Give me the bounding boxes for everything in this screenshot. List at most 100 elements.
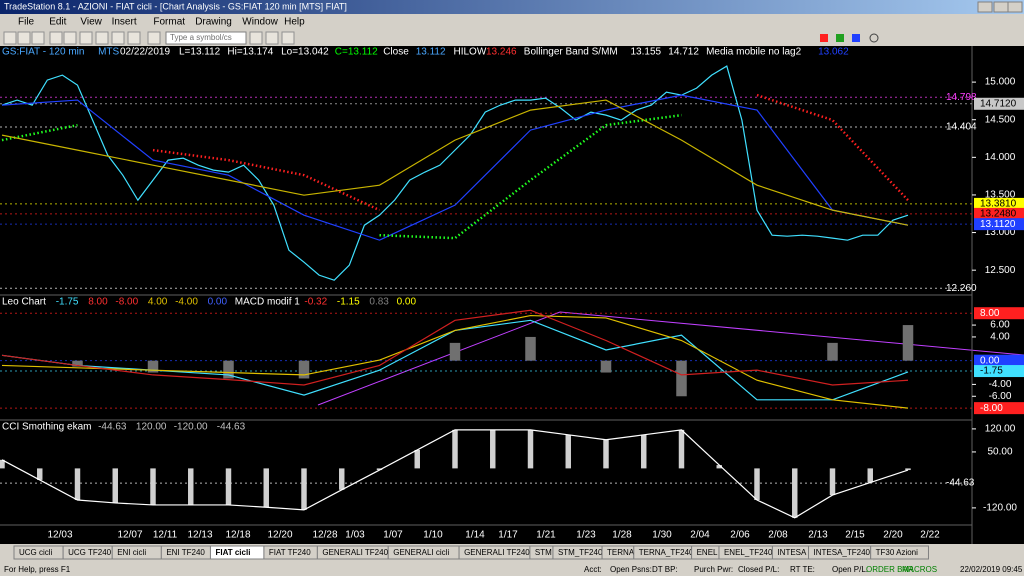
- indicator-label: 13.246: [486, 47, 517, 58]
- x-tick-label: 1/10: [423, 530, 443, 541]
- indicator-line: [1, 99, 909, 226]
- marker-label: 13.2480: [980, 209, 1017, 220]
- maximize-button[interactable]: [993, 1, 1009, 13]
- x-tick-label: 2/13: [808, 530, 828, 541]
- tool-button[interactable]: [3, 31, 17, 45]
- x-tick-label: 12/11: [153, 530, 178, 541]
- tab-label: UCG TF240: [68, 548, 112, 557]
- indicator-label: -44.63: [98, 422, 127, 433]
- menu-item[interactable]: Help: [284, 17, 305, 28]
- tool-button[interactable]: [869, 33, 879, 43]
- marker-label: 14.7120: [980, 98, 1017, 109]
- menu-bg: [0, 14, 1024, 30]
- marker-label: 0.00: [980, 355, 1000, 366]
- menu-bar: File Edit View Insert Format Drawing Window Hel…: [0, 14, 1024, 30]
- marker-bg: [974, 197, 1024, 210]
- tab-label: GENERALI cicli: [393, 548, 449, 557]
- histogram-bar: [414, 449, 420, 469]
- tool-button[interactable]: [95, 31, 109, 45]
- histogram-bar: [188, 468, 194, 505]
- tool-button[interactable]: [31, 31, 45, 45]
- marker-label: 12.260: [946, 283, 977, 294]
- tool-button[interactable]: [79, 31, 93, 45]
- tool-button[interactable]: [249, 31, 263, 45]
- y-tick-label: 4.00: [990, 332, 1010, 343]
- x-tick-label: 2/04: [690, 530, 710, 541]
- indicator-label: 4.00: [148, 297, 168, 308]
- menu-item[interactable]: Format: [153, 17, 185, 28]
- tool-button[interactable]: [147, 31, 161, 45]
- status-item: Closed P/L:: [738, 565, 779, 574]
- indicator-label: 0.83: [369, 297, 389, 308]
- tab-label: FIAT TF240: [269, 548, 311, 557]
- indicator-label: -1.15: [337, 297, 360, 308]
- tool-button[interactable]: [852, 34, 860, 42]
- close-button[interactable]: [1007, 1, 1023, 13]
- marker-bg: [974, 365, 1024, 378]
- histogram-bar: [74, 468, 81, 500]
- y-tick-label: -4.00: [989, 379, 1012, 390]
- histogram-bar: [376, 468, 383, 471]
- tool-button[interactable]: [265, 31, 279, 45]
- menu-item[interactable]: Window: [242, 17, 278, 28]
- tool-button[interactable]: [281, 31, 295, 45]
- indicator-line: [152, 93, 909, 212]
- indicator-label: Leo Chart: [2, 297, 46, 308]
- histogram-bar: [678, 429, 685, 469]
- histogram-bar: [565, 434, 571, 469]
- window-title: TradeStation 8.1 - AZIONI - FIAT cicli -…: [4, 1, 347, 11]
- x-tick-label: 12/13: [187, 530, 212, 541]
- tool-button[interactable]: [49, 31, 63, 45]
- y-tick-label: 6.00: [990, 320, 1010, 331]
- tool-button[interactable]: [820, 34, 828, 42]
- tab-label: TERNA_TF240: [639, 548, 694, 557]
- menu-item[interactable]: View: [80, 17, 102, 28]
- status-item: Purch Pwr:: [694, 565, 733, 574]
- x-tick-label: 1/03: [345, 530, 365, 541]
- histogram-bar: [339, 468, 345, 490]
- tool-button[interactable]: [836, 34, 844, 42]
- histogram-bar: [225, 468, 232, 505]
- tab[interactable]: [870, 545, 929, 560]
- y-tick-label: 14.500: [985, 114, 1016, 125]
- menu-item[interactable]: Drawing: [195, 17, 232, 28]
- indicator-label: CCI Smothing ekam: [2, 422, 91, 433]
- histogram-bar: [298, 360, 310, 379]
- marker-bg: [974, 97, 1024, 110]
- tab-label: STM: [535, 548, 552, 557]
- status-item: For Help, press F1: [4, 565, 71, 574]
- indicator-line: [1, 65, 909, 281]
- indicator-label: GS:FIAT - 120 min: [2, 47, 84, 58]
- y-tick-label: -120.00: [983, 503, 1017, 514]
- indicator-label: Close: [383, 47, 409, 58]
- menu-item[interactable]: Edit: [49, 17, 66, 28]
- trend-line: [559, 311, 1024, 356]
- tool-button[interactable]: [63, 31, 77, 45]
- minimize-button[interactable]: [977, 1, 993, 13]
- indicator-label: -44.63: [217, 422, 246, 433]
- marker-label: -44.63: [946, 478, 975, 489]
- indicator-label: -0.32: [304, 297, 327, 308]
- marker-bg: [974, 218, 1024, 231]
- tool-button[interactable]: [111, 31, 125, 45]
- histogram-bar: [867, 468, 873, 483]
- y-tick-label: 12.500: [985, 265, 1016, 276]
- menu-item[interactable]: File: [18, 17, 35, 28]
- tab-label: TERNA: [607, 548, 635, 557]
- menu-item[interactable]: Insert: [112, 17, 137, 28]
- tool-button[interactable]: [127, 31, 141, 45]
- tool-button[interactable]: [17, 31, 31, 45]
- histogram-bar: [223, 360, 234, 379]
- indicator-label: -120.00: [174, 422, 208, 433]
- histogram-bar: [716, 465, 722, 469]
- symbol-input[interactable]: [165, 31, 247, 45]
- x-tick-label: 1/14: [465, 530, 485, 541]
- status-bg: [0, 562, 1024, 576]
- title-bar: [0, 0, 1024, 14]
- x-tick-label: 12/18: [225, 530, 250, 541]
- histogram-bar: [37, 468, 43, 480]
- status-item: RT TE:: [790, 565, 815, 574]
- x-tick-label: 2/08: [768, 530, 788, 541]
- marker-label: 14.404: [946, 122, 977, 133]
